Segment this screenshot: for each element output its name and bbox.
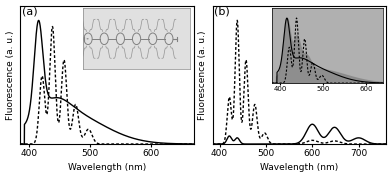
Y-axis label: Fluorescence (a. u.): Fluorescence (a. u.) [198, 30, 207, 120]
X-axis label: Wavelength (nm): Wavelength (nm) [68, 163, 146, 172]
X-axis label: Wavelength (nm): Wavelength (nm) [260, 163, 339, 172]
Text: (a): (a) [22, 7, 38, 17]
Y-axis label: Fluorescence (a. u.): Fluorescence (a. u.) [5, 30, 15, 120]
Text: (b): (b) [214, 7, 230, 17]
